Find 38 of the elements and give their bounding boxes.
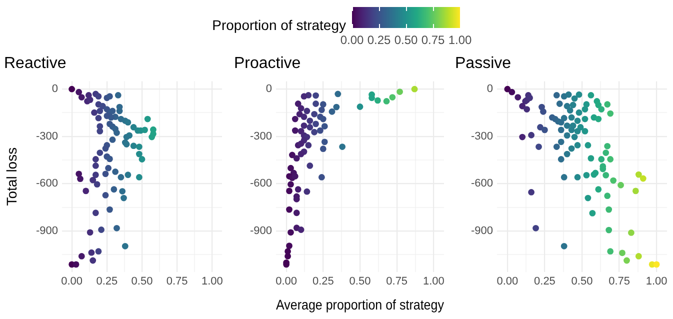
chart-title: Reactive xyxy=(4,55,66,72)
y-tick-label: -900 xyxy=(250,225,272,238)
x-tick-label: 0.00 xyxy=(61,276,83,288)
x-tick-label: 0.25 xyxy=(534,276,556,288)
x-axis-title: Average proportion of strategy xyxy=(276,296,444,313)
color-bar-label: 1.00 xyxy=(448,33,472,47)
y-tick-label: -900 xyxy=(36,225,58,238)
y-axis-title: Total loss xyxy=(3,147,20,206)
color-bar-label: 0.50 xyxy=(394,33,418,47)
x-tick-label: 1.00 xyxy=(422,276,444,288)
y-tick-label: -900 xyxy=(470,225,493,238)
x-tick-label: 0.75 xyxy=(166,276,188,288)
y-tick-label: -300 xyxy=(470,130,493,142)
x-tick-label: 0.75 xyxy=(608,276,630,288)
color-bar-label: 0.25 xyxy=(367,33,391,47)
y-tick-label: 0 xyxy=(52,83,58,96)
x-tick-label: 0.75 xyxy=(386,276,408,288)
x-tick-label: 0.50 xyxy=(571,276,593,288)
y-tick-label: -600 xyxy=(470,178,493,190)
y-tick-label: -600 xyxy=(36,178,58,190)
x-tick-label: 0.25 xyxy=(96,276,118,288)
color-bar-title: Proportion of strategy xyxy=(212,17,346,33)
x-tick-label: 0.25 xyxy=(312,276,334,288)
y-tick-label: -600 xyxy=(250,178,272,190)
y-tick-label: -300 xyxy=(36,130,58,142)
x-tick-label: 0.00 xyxy=(276,276,298,288)
x-tick-label: 0.00 xyxy=(496,276,518,288)
x-tick-label: 0.50 xyxy=(349,276,371,288)
x-tick-label: 0.50 xyxy=(131,276,153,288)
x-tick-label: 1.00 xyxy=(646,276,668,288)
color-bar-label: 0.75 xyxy=(421,33,445,47)
y-tick-label: 0 xyxy=(486,83,493,96)
y-tick-label: -300 xyxy=(250,130,272,142)
y-tick-label: 0 xyxy=(266,83,272,96)
chart-title: Passive xyxy=(455,55,512,72)
x-tick-label: 1.00 xyxy=(201,276,223,288)
color-bar-label: 0.00 xyxy=(340,33,364,47)
chart-title: Proactive xyxy=(234,55,301,72)
